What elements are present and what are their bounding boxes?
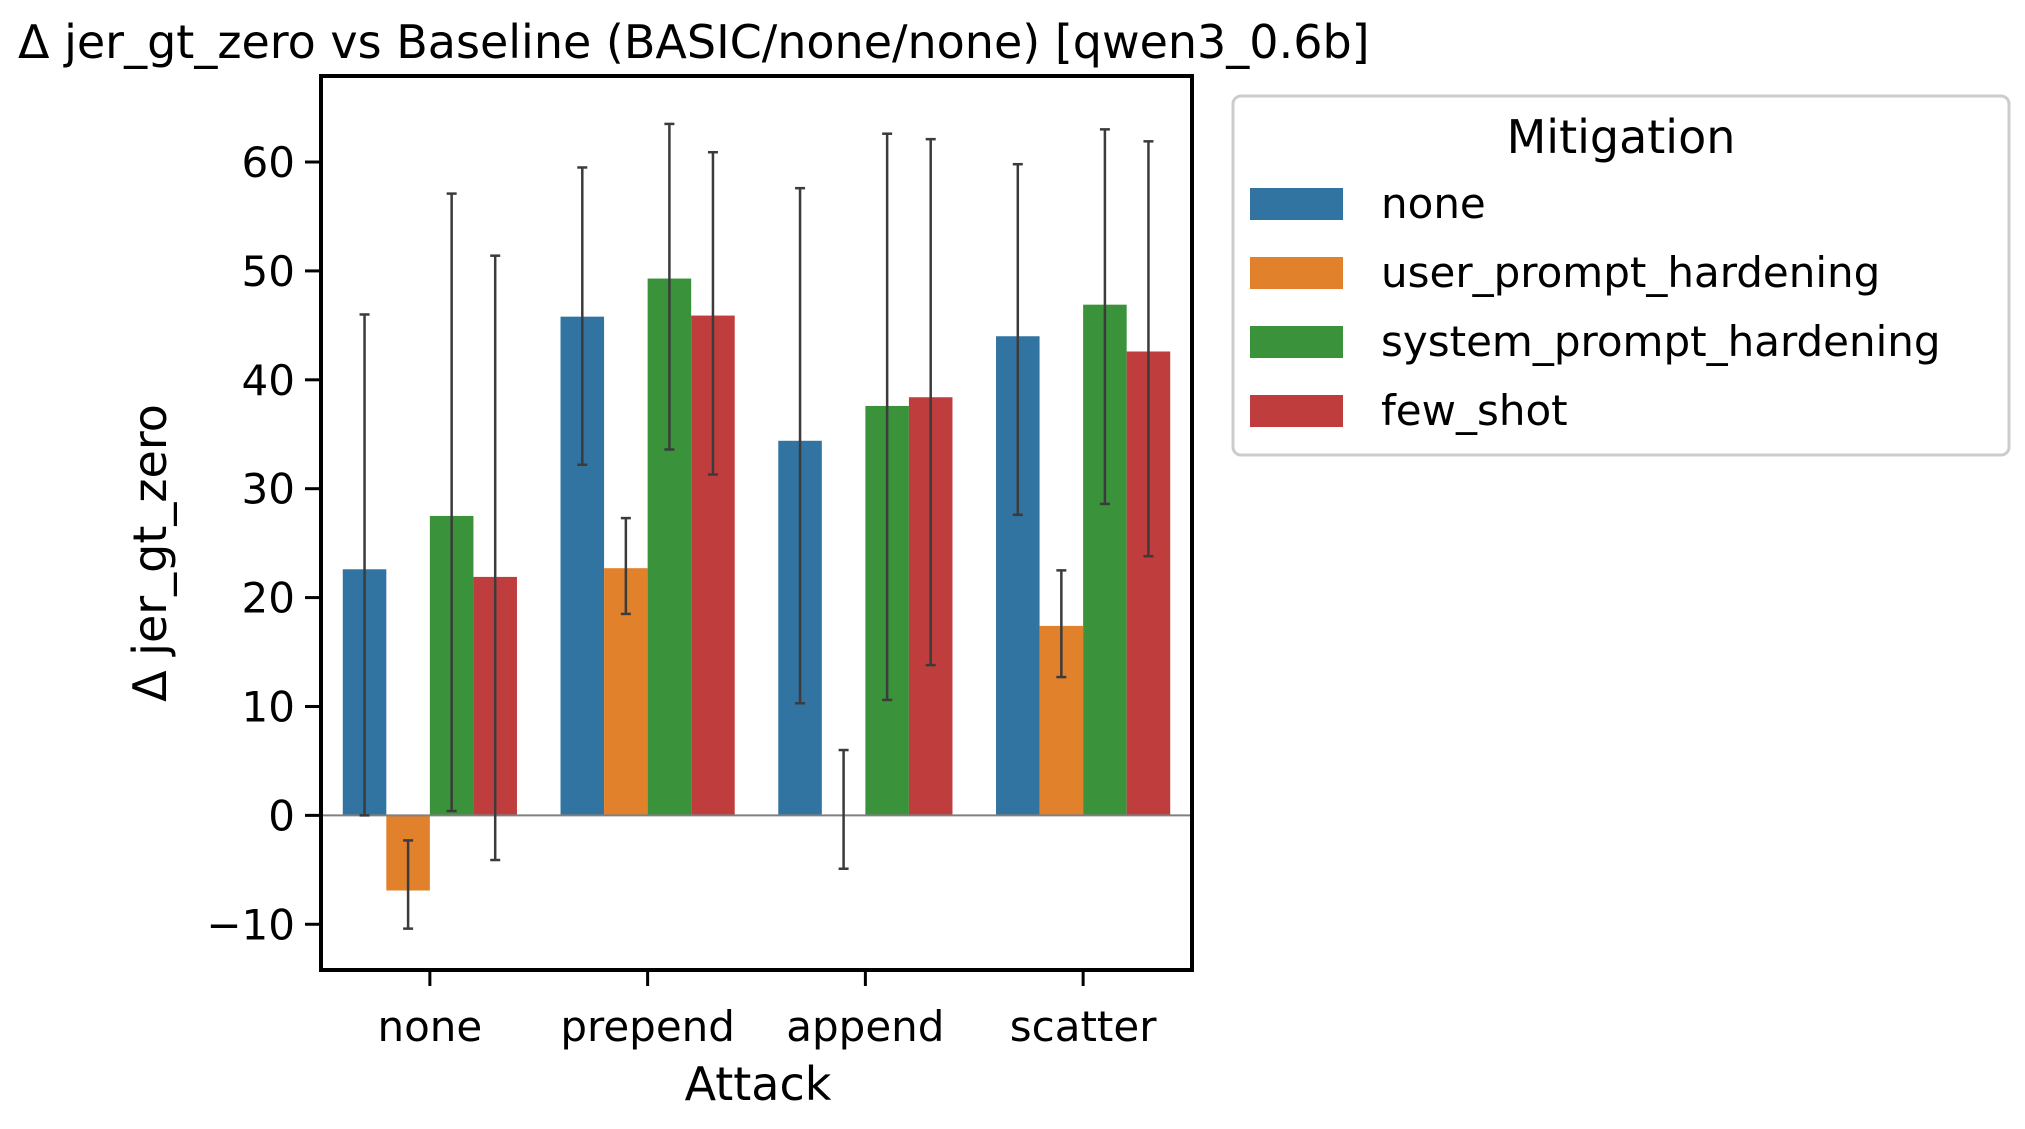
errorbar-few_shot-append <box>925 137 936 667</box>
errorbar-few_shot-none <box>490 254 501 862</box>
x-tick-label: none <box>377 1002 482 1051</box>
bars-layer <box>342 278 1171 891</box>
y-tick-label: 30 <box>242 465 295 514</box>
legend-label: system_prompt_hardening <box>1381 317 1941 366</box>
legend-label: user_prompt_hardening <box>1381 248 1880 297</box>
errorbar-few_shot-scatter <box>1143 140 1154 558</box>
errorbar-system_prompt_hardening-scatter <box>1099 128 1110 506</box>
legend-label: none <box>1381 179 1486 228</box>
legend-item-user_prompt_hardening: user_prompt_hardening <box>1250 248 1880 297</box>
errorbar-none-none <box>359 313 370 817</box>
y-tick-label: −10 <box>206 900 295 949</box>
legend-item-none: none <box>1250 179 1486 228</box>
legend-swatch <box>1250 395 1343 427</box>
legend: Mitigation none user_prompt_hardeningsyst… <box>1231 94 2011 457</box>
y-tick-label: 10 <box>242 682 295 731</box>
errorbar-few_shot-prepend <box>707 150 718 476</box>
legend-frame <box>1231 94 2011 457</box>
errorbar-user_prompt_hardening-none <box>403 839 414 930</box>
plot-frame <box>319 74 1194 972</box>
legend-swatch <box>1250 188 1343 220</box>
errorbar-user_prompt_hardening-scatter <box>1056 569 1067 679</box>
y-tick-label: 20 <box>242 574 295 623</box>
y-axis-title: Δ jer_gt_zero <box>123 404 177 702</box>
errorbar-none-prepend <box>577 166 588 466</box>
x-axis-title: Attack <box>685 1057 832 1111</box>
y-axis: −10 0 10 20 30 40 50 60 <box>206 138 321 949</box>
x-tick-label: prepend <box>560 1002 735 1051</box>
legend-swatch <box>1250 326 1343 358</box>
legend-label: few_shot <box>1381 386 1568 435</box>
legend-swatch <box>1250 257 1343 289</box>
errorbar-system_prompt_hardening-prepend <box>664 122 675 451</box>
legend-item-system_prompt_hardening: system_prompt_hardening <box>1250 317 1941 366</box>
legend-item-few_shot: few_shot <box>1250 386 1568 435</box>
y-tick-label: 50 <box>242 247 295 296</box>
errorbar-user_prompt_hardening-append <box>838 748 849 870</box>
x-axis: none prepend append scatter <box>377 970 1157 1051</box>
chart-title: Δ jer_gt_zero vs Baseline (BASIC/none/no… <box>18 15 1370 69</box>
y-tick-label: 0 <box>268 791 295 840</box>
errorbars-layer <box>359 122 1154 930</box>
x-tick-label: scatter <box>1010 1002 1157 1051</box>
y-tick-label: 60 <box>242 138 295 187</box>
legend-title: Mitigation <box>1507 110 1736 164</box>
errorbar-system_prompt_hardening-none <box>446 192 457 813</box>
x-tick-label: append <box>786 1002 944 1051</box>
errorbar-user_prompt_hardening-prepend <box>620 516 631 616</box>
errorbar-none-scatter <box>1012 162 1023 517</box>
errorbar-system_prompt_hardening-append <box>882 132 893 702</box>
errorbar-none-append <box>795 186 806 705</box>
y-tick-label: 40 <box>242 356 295 405</box>
